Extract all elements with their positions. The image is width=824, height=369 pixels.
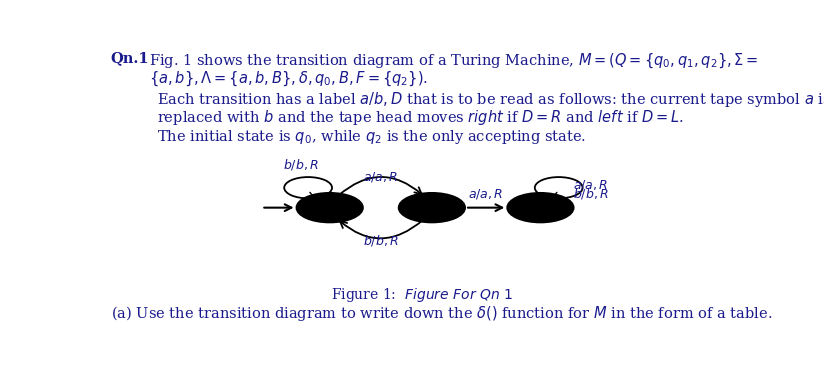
Circle shape bbox=[297, 193, 363, 223]
Text: The initial state is $q_0$, while $q_2$ is the only accepting state.: The initial state is $q_0$, while $q_2$ … bbox=[157, 128, 587, 146]
Text: Qn.1: Qn.1 bbox=[110, 51, 149, 65]
Text: $b/b, R$: $b/b, R$ bbox=[573, 186, 609, 200]
Circle shape bbox=[508, 193, 574, 223]
Text: $\{a, b\}, \Lambda = \{a, b, B\}, \delta, q_0, B, F = \{q_2\}).$: $\{a, b\}, \Lambda = \{a, b, B\}, \delta… bbox=[149, 70, 428, 88]
Text: $q_1$: $q_1$ bbox=[424, 201, 439, 215]
Text: $a/a, R$: $a/a, R$ bbox=[468, 187, 504, 201]
Text: $b/b, R$: $b/b, R$ bbox=[363, 233, 399, 248]
Text: $q_2$: $q_2$ bbox=[533, 201, 548, 215]
Text: Fig. 1 shows the transition diagram of a Turing Machine, $M = (Q = \{q_0, q_1, q: Fig. 1 shows the transition diagram of a… bbox=[149, 51, 759, 70]
Text: $a/a, R$: $a/a, R$ bbox=[573, 177, 608, 192]
Text: $b/b, R$: $b/b, R$ bbox=[283, 157, 319, 172]
Text: $a/a, R$: $a/a, R$ bbox=[363, 170, 399, 184]
Text: $q_0$: $q_0$ bbox=[322, 201, 337, 215]
Circle shape bbox=[516, 197, 565, 219]
Text: (a) Use the transition diagram to write down the $\delta()$ function for $M$ in : (a) Use the transition diagram to write … bbox=[110, 304, 772, 323]
Text: Each transition has a label $a/b, D$ that is to be read as follows: the current : Each transition has a label $a/b, D$ tha… bbox=[157, 90, 824, 109]
Circle shape bbox=[399, 193, 465, 223]
Text: Figure 1:  $\it{Figure\ For\ Qn\ 1}$: Figure 1: $\it{Figure\ For\ Qn\ 1}$ bbox=[331, 286, 513, 304]
Text: replaced with $b$ and the tape head moves $\it{right}$ if $D = R$ and $\it{left}: replaced with $b$ and the tape head move… bbox=[157, 108, 684, 127]
